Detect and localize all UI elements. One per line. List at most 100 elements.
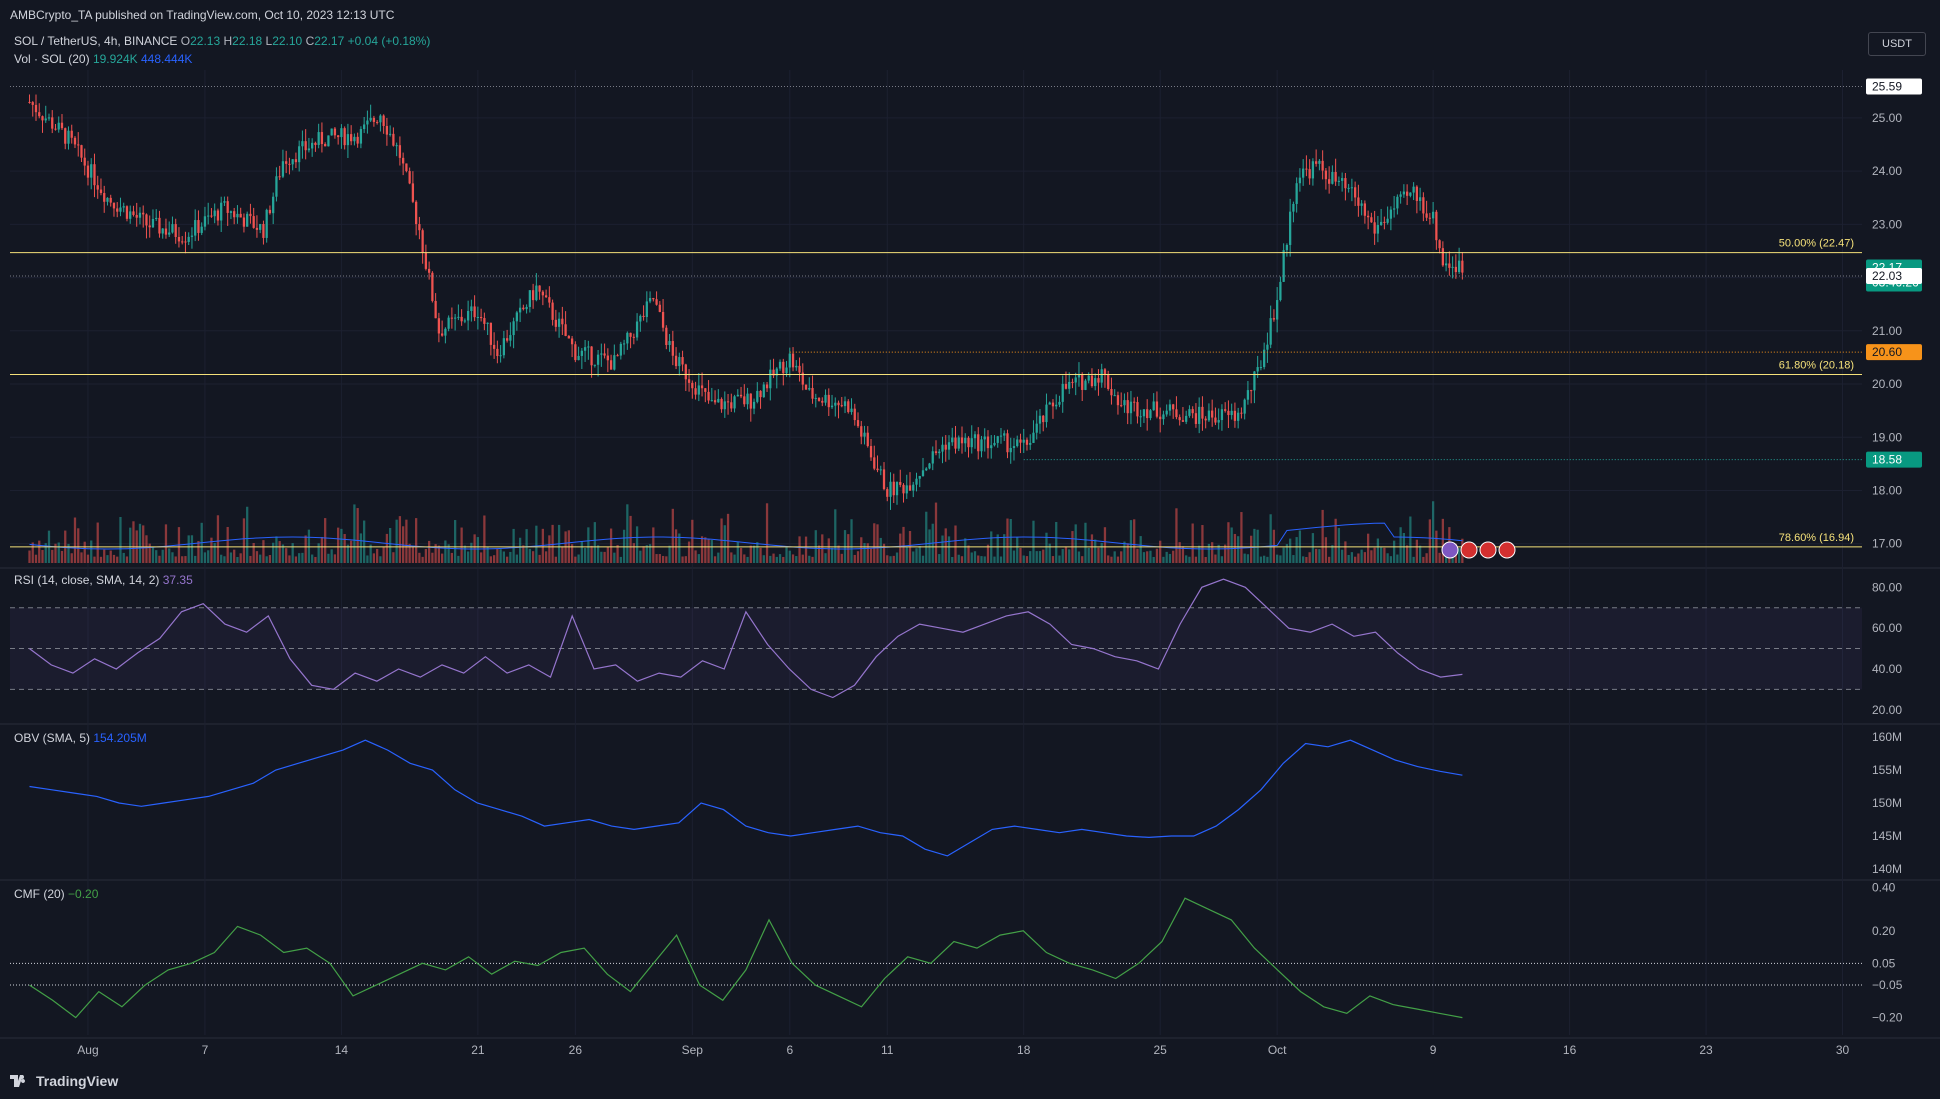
volume-bar	[954, 525, 957, 563]
volume-bar	[853, 554, 856, 563]
candle-body	[408, 171, 411, 184]
candle-body	[1357, 197, 1360, 206]
price-label-bg	[1866, 78, 1922, 95]
candle-body	[850, 408, 853, 413]
candle-body	[931, 451, 934, 464]
candle-body	[967, 437, 970, 448]
published-caption: AMBCrypto_TA published on TradingView.co…	[10, 8, 395, 22]
volume-bar	[1165, 551, 1168, 563]
volume-bar	[1311, 533, 1315, 563]
volume-bar	[681, 556, 684, 563]
candle-body	[28, 101, 31, 103]
candle-body	[1123, 400, 1126, 406]
volume-bar	[795, 556, 798, 563]
volume-bar	[1230, 527, 1233, 563]
candle-body	[70, 130, 73, 138]
volume-bar	[1457, 548, 1461, 563]
candle-body	[499, 355, 502, 357]
candle-body	[892, 481, 895, 496]
price-label: 20.60	[1872, 345, 1902, 359]
candle-body	[1009, 447, 1012, 453]
candle-body	[1120, 405, 1123, 407]
volume-bar	[1243, 553, 1246, 563]
volume-bar	[1405, 545, 1409, 563]
candle-body	[561, 318, 564, 325]
volume-bar	[486, 546, 489, 563]
candle-body	[902, 484, 905, 494]
candle-body	[921, 470, 925, 476]
volume-bar	[970, 552, 973, 563]
volume-bar	[70, 553, 73, 563]
candle-body	[1344, 178, 1347, 189]
candle-body	[795, 365, 798, 368]
candle-body	[1402, 191, 1406, 195]
candle-body	[804, 384, 808, 390]
candle-body	[528, 290, 531, 307]
volume-bar	[1386, 553, 1389, 563]
obv-legend-value: 154.205M	[93, 731, 147, 745]
candle-body	[1399, 194, 1402, 197]
volume-bar	[1418, 545, 1422, 563]
rsi-tick-label: 80.00	[1872, 580, 1902, 594]
candle-body	[1379, 221, 1383, 226]
volume-bar	[1207, 543, 1211, 563]
volume-bar	[652, 527, 655, 563]
volume-bar	[804, 536, 808, 563]
candle-body	[882, 469, 886, 490]
volume-bar	[710, 539, 713, 563]
volume-bar	[1360, 549, 1363, 563]
volume-bar	[77, 528, 80, 563]
candle-body	[418, 224, 421, 231]
candle-body	[466, 310, 470, 321]
volume-bar	[408, 543, 411, 563]
candle-body	[938, 451, 941, 454]
volume-bar	[1308, 552, 1311, 563]
candle-body	[671, 341, 674, 356]
volume-bar	[1211, 542, 1214, 563]
candle-body	[174, 224, 177, 237]
candle-body	[596, 354, 600, 365]
volume-bar	[1373, 547, 1376, 563]
volume-bar	[1250, 535, 1253, 563]
volume-bar	[112, 554, 116, 563]
currency-button[interactable]: USDT	[1868, 32, 1926, 56]
volume-bar	[314, 556, 317, 563]
candle-body	[1181, 420, 1185, 422]
candle-body	[294, 159, 298, 163]
candle-body	[1087, 375, 1090, 381]
volume-bar	[736, 541, 739, 563]
volume-bar	[54, 543, 57, 563]
candle-body	[444, 328, 447, 336]
candle-body	[535, 285, 538, 301]
volume-bar	[1366, 533, 1370, 563]
candle-body	[1048, 402, 1051, 405]
volume-bar	[499, 549, 502, 563]
volume-bar	[168, 548, 171, 563]
candle-body	[915, 478, 918, 485]
volume-bar	[691, 519, 694, 563]
candle-body	[372, 117, 376, 122]
volume-bar	[1289, 538, 1292, 563]
candle-body	[252, 216, 255, 228]
volume-bar	[811, 556, 814, 563]
volume-bar	[756, 542, 759, 563]
volume-bar	[1035, 551, 1038, 563]
volume-bar	[502, 551, 506, 563]
volume-bar	[713, 556, 717, 563]
volume-bar	[304, 535, 307, 563]
candle-body	[661, 311, 665, 328]
cmf-line	[29, 897, 1463, 1019]
candle-body	[353, 136, 356, 142]
rsi-legend-value: 37.35	[162, 573, 193, 587]
obv-tick-label: 150M	[1872, 796, 1902, 810]
candle-body	[496, 348, 499, 357]
obv-tick-label: 155M	[1872, 763, 1902, 777]
volume-bar	[1006, 518, 1009, 563]
volume-bar	[307, 529, 311, 563]
volume-bar	[1315, 548, 1318, 563]
candle-body	[515, 312, 519, 322]
volume-bar	[535, 525, 538, 563]
volume-bar	[921, 555, 925, 563]
candle-body	[1240, 412, 1243, 414]
